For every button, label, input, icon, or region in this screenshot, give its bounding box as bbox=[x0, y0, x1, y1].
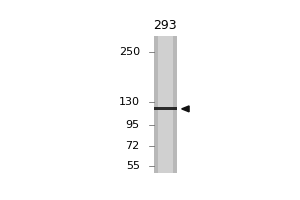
Bar bbox=[154, 36, 158, 173]
Bar bbox=[173, 36, 177, 173]
Bar bbox=[158, 36, 173, 173]
Bar bbox=[154, 107, 177, 110]
Text: 293: 293 bbox=[154, 19, 177, 32]
Text: 95: 95 bbox=[126, 120, 140, 130]
Text: 250: 250 bbox=[119, 47, 140, 57]
Text: 130: 130 bbox=[119, 97, 140, 107]
Text: 55: 55 bbox=[126, 161, 140, 171]
Text: 72: 72 bbox=[126, 141, 140, 151]
Polygon shape bbox=[182, 106, 189, 112]
